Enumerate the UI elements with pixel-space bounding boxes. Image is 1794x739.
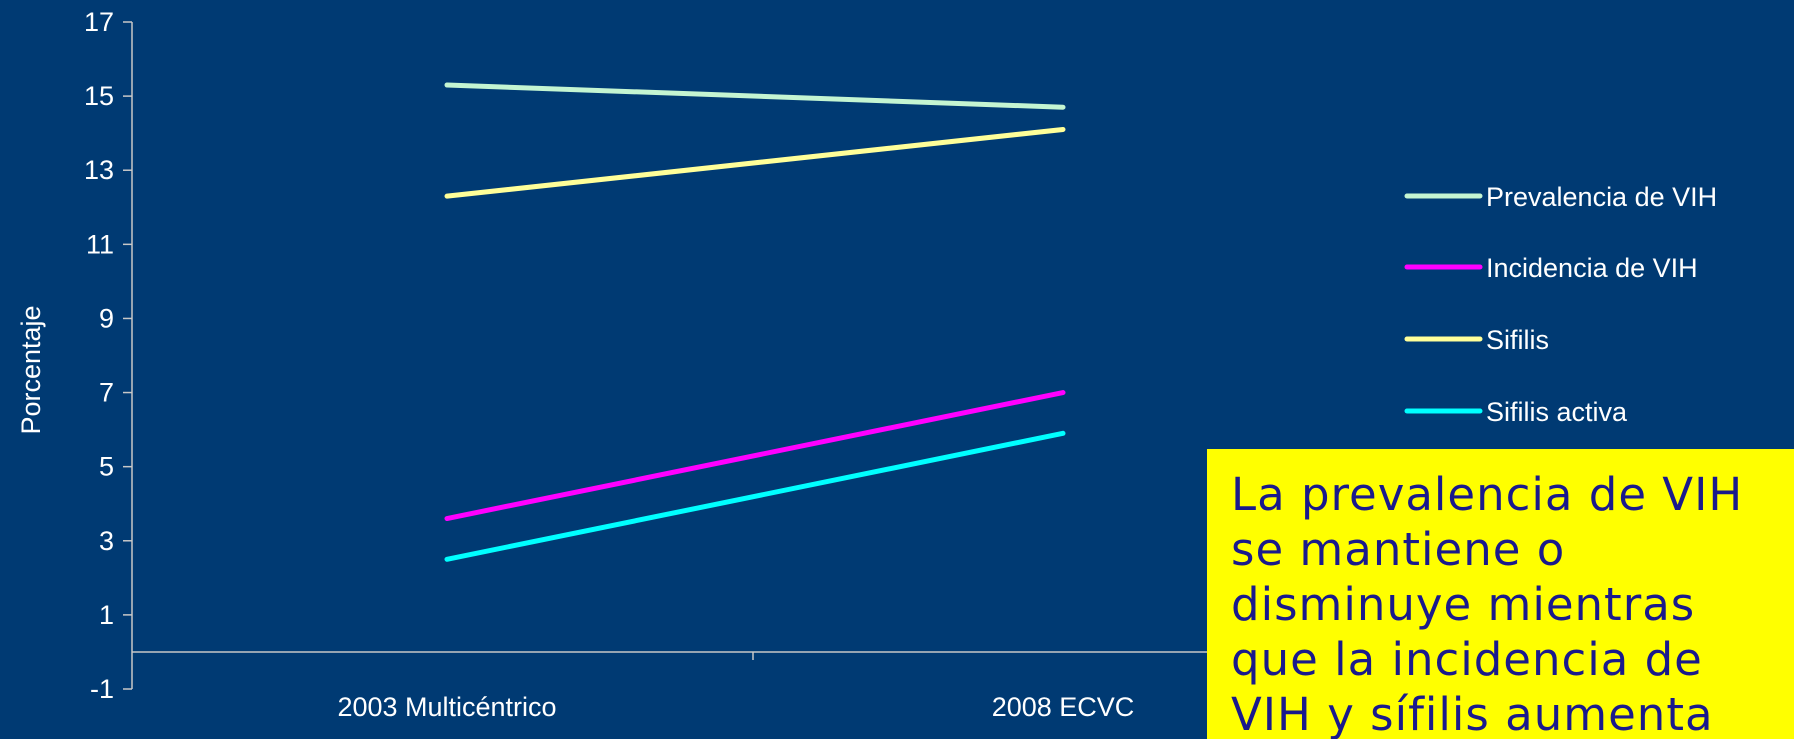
y-tick-label: 9 [99, 303, 114, 333]
legend-label: Incidencia de VIH [1486, 253, 1698, 283]
series-line [444, 430, 1066, 562]
y-tick-label: 1 [99, 600, 114, 630]
x-tick-label: 2008 ECVC [992, 692, 1135, 720]
y-tick-label: 15 [84, 81, 114, 111]
series-line [444, 82, 1066, 110]
y-axis-title: Porcentaje [16, 305, 46, 434]
legend-label: Sifilis activa [1486, 397, 1628, 427]
legend-label: Prevalencia de VIH [1486, 182, 1717, 212]
series-line [444, 126, 1066, 199]
series-lines [444, 82, 1066, 562]
y-tick-label: 7 [99, 378, 114, 408]
y-tick-label: 11 [86, 229, 114, 259]
x-tick-label: 2003 Multicéntrico [337, 692, 556, 720]
x-axis-labels: 2003 Multicéntrico 2008 ECVC [337, 692, 1134, 720]
legend: Prevalencia de VIH Incidencia de VIH Sifil… [1404, 182, 1717, 427]
y-tick-label: -1 [90, 674, 114, 704]
y-tick-label: 13 [84, 155, 114, 185]
callout-note: La prevalencia de VIH se mantiene o dism… [1207, 449, 1794, 739]
series-line [444, 390, 1066, 522]
y-tick-label: 3 [99, 526, 114, 556]
y-tick-label: 5 [99, 452, 114, 482]
legend-label: Sifilis [1486, 325, 1549, 355]
y-tick-label: 17 [84, 7, 114, 37]
